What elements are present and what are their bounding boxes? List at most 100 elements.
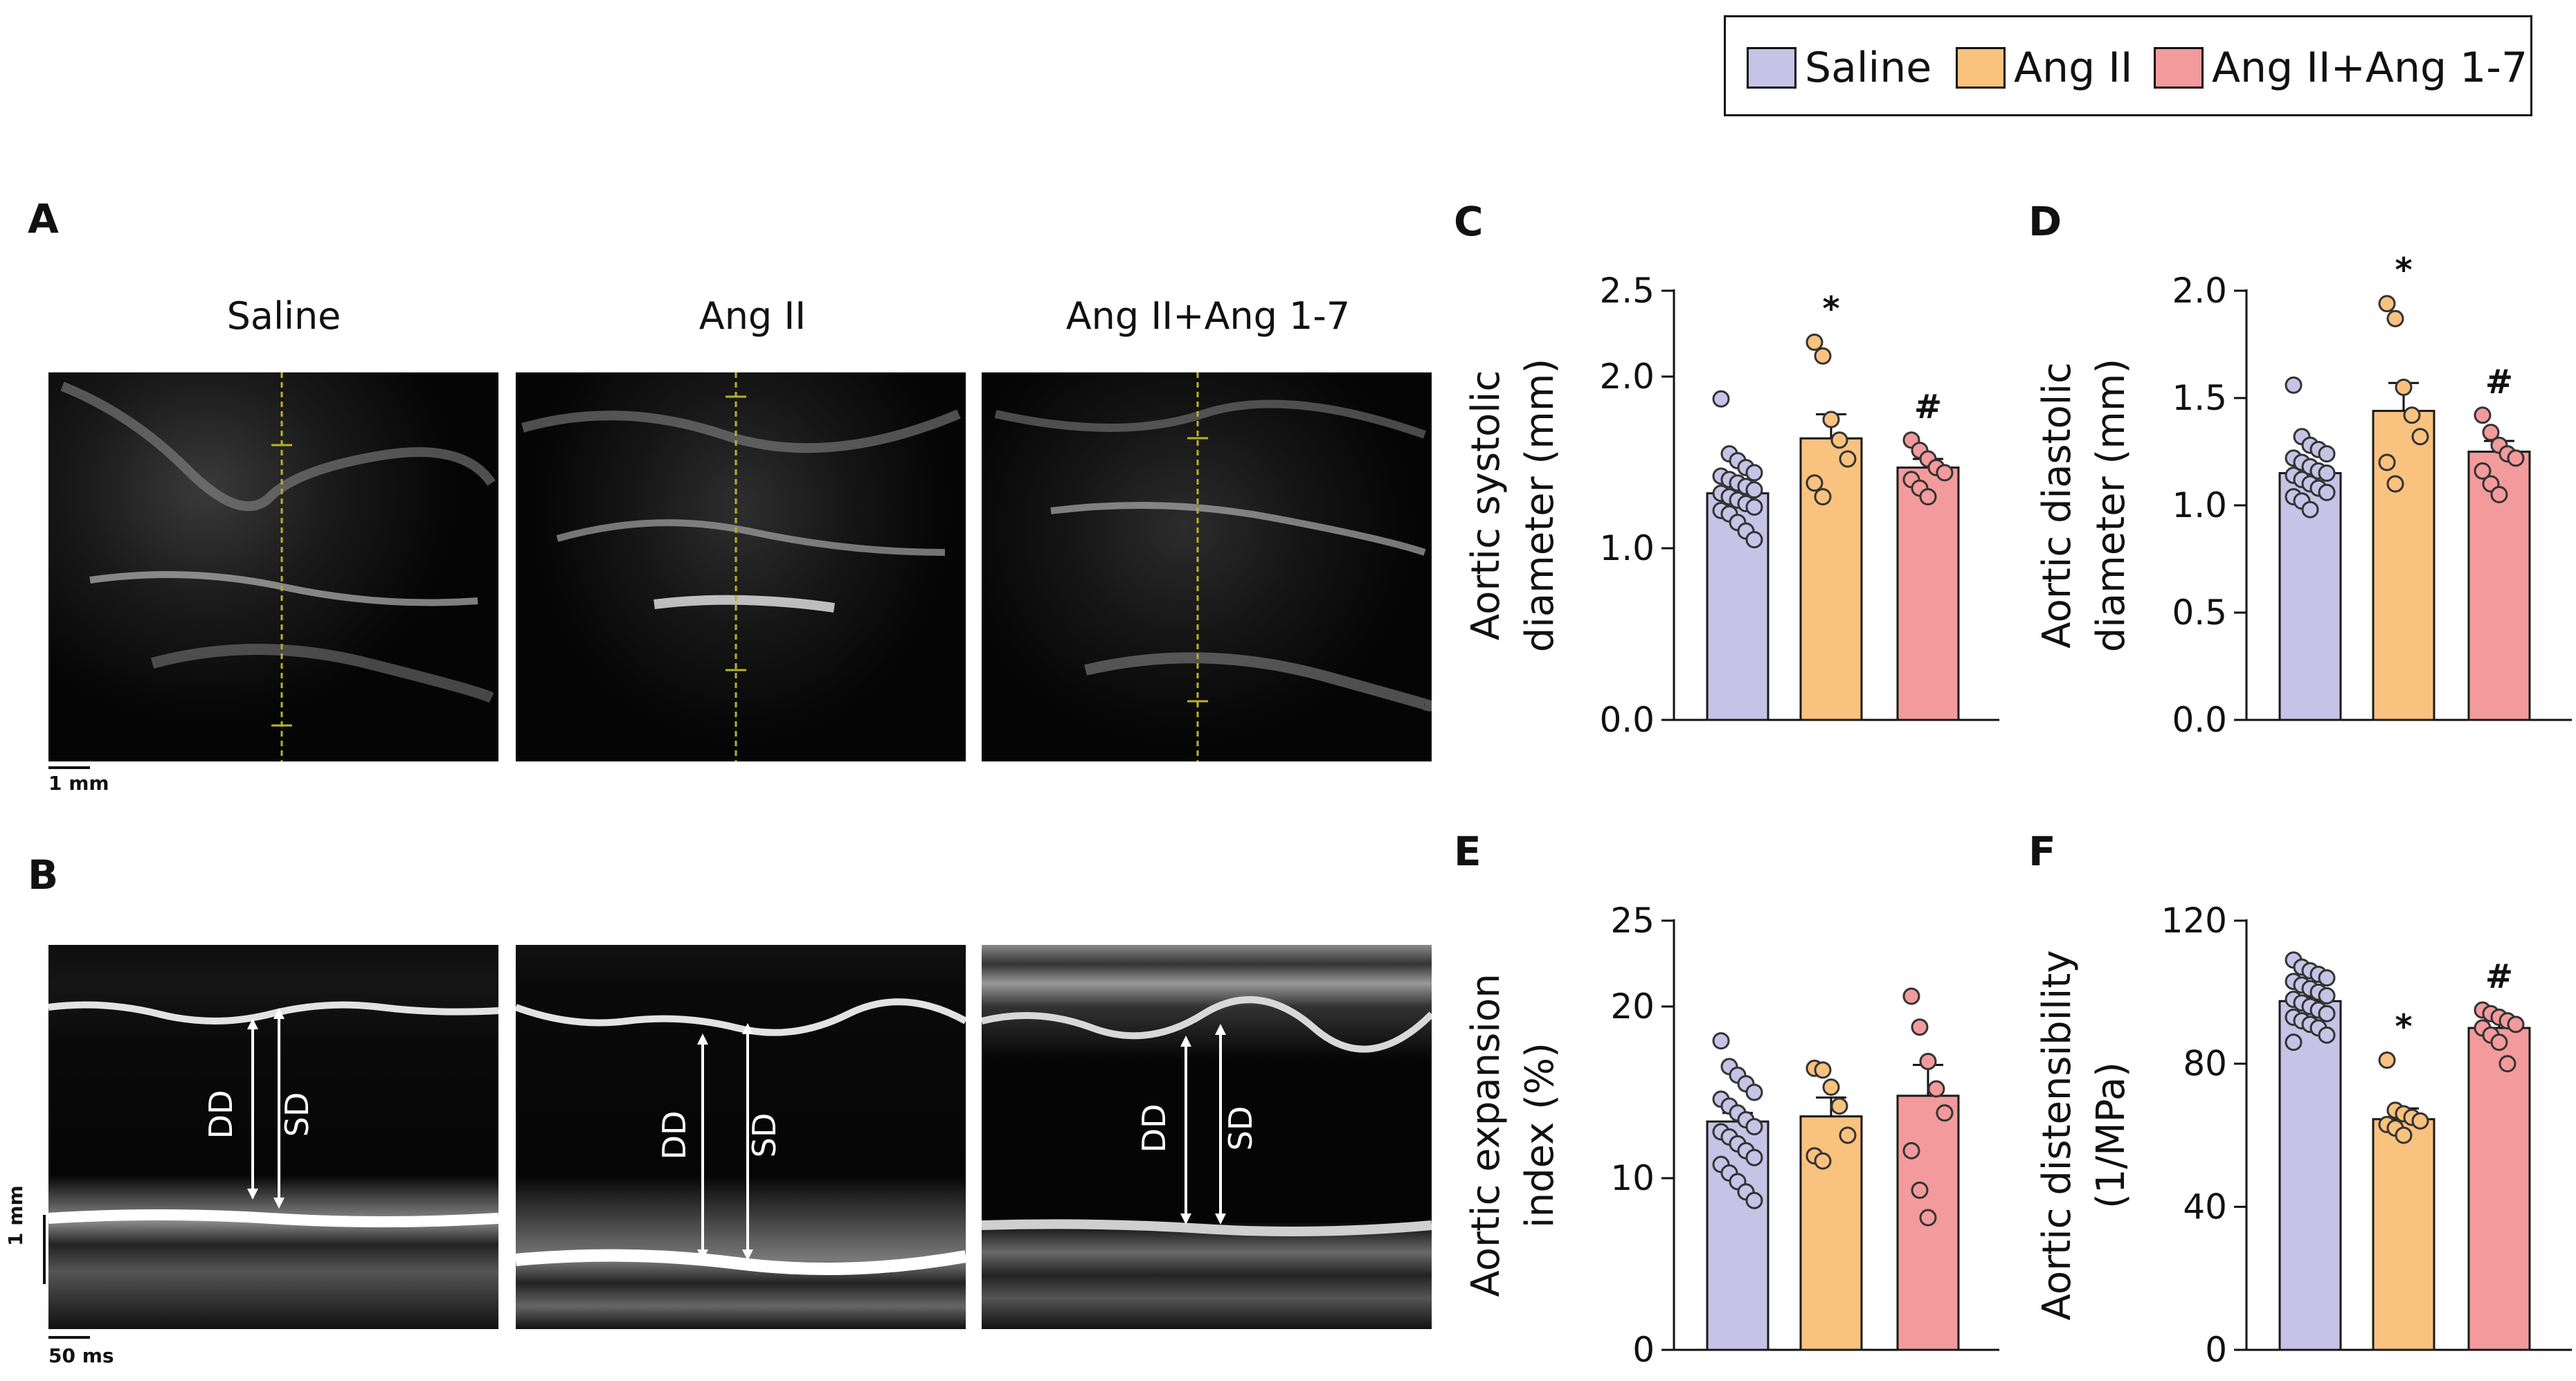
data-point-e-ang-ii-ang17-0 xyxy=(1902,987,1920,1005)
ultrasound-overlay-ang-ii xyxy=(521,372,961,761)
mmode-image-saline: DD SD xyxy=(48,945,498,1329)
y-tick-label-e-3: 25 xyxy=(1610,901,1655,941)
scale-label-b-horizontal: 50 ms xyxy=(48,1344,114,1367)
data-point-e-ang-ii-1 xyxy=(1814,1061,1832,1079)
mmode-saline-dd-label: DD xyxy=(202,1090,240,1139)
mmode-overlay-ang-ii-ang17: DD SD xyxy=(982,996,1432,1236)
data-point-f-saline-4 xyxy=(2318,969,2336,987)
legend-item-ang-ii: Ang II xyxy=(1956,44,2133,92)
ultrasound-image-ang-ii-ang17 xyxy=(982,372,1432,761)
y-tick-label-d-4: 2.0 xyxy=(2172,271,2227,311)
data-point-d-ang-ii-4 xyxy=(2411,428,2429,446)
data-point-e-ang-ii-ang17-6 xyxy=(1911,1181,1929,1199)
ultrasound-overlay-saline xyxy=(60,372,496,761)
data-point-d-ang-ii-6 xyxy=(2386,475,2404,493)
data-point-d-ang-ii-5 xyxy=(2378,453,2396,471)
y-tick-label-e-2: 20 xyxy=(1610,986,1655,1027)
scale-label-a: 1 mm xyxy=(48,772,109,795)
data-point-d-ang-ii-ang17-0 xyxy=(2474,406,2492,424)
data-point-d-ang-ii-ang17-4 xyxy=(2507,449,2525,467)
panel-a-title-saline: Saline xyxy=(226,294,341,338)
y-tick-label-e-0: 0 xyxy=(1632,1330,1655,1370)
data-point-c-ang-ii-6 xyxy=(1814,488,1832,506)
data-point-f-saline-9 xyxy=(2318,987,2336,1004)
data-point-e-ang-ii-ang17-5 xyxy=(1902,1141,1920,1159)
y-axis-label-d-line1: Aortic diastolic xyxy=(2035,362,2080,648)
data-point-e-saline-14 xyxy=(1745,1148,1763,1166)
data-point-c-ang-ii-1 xyxy=(1814,347,1832,365)
legend-item-ang-ii-ang17: Ang II+Ang 1-7 xyxy=(2154,44,2528,92)
panel-letter-b: B xyxy=(28,851,59,899)
y-axis-label-f-line2: (1/MPa) xyxy=(2089,1062,2134,1209)
data-point-f-saline-14 xyxy=(2318,1004,2336,1022)
y-tick-label-c-0: 0.0 xyxy=(1599,700,1655,740)
mmode-saline-sd-label: SD xyxy=(278,1092,316,1137)
data-point-e-ang-ii-ang17-7 xyxy=(1919,1209,1937,1227)
data-point-c-ang-ii-3 xyxy=(1830,431,1848,449)
bar-f-ang-ii-ang17 xyxy=(2467,1027,2531,1351)
data-point-c-ang-ii-0 xyxy=(1805,333,1823,351)
data-point-c-saline-4 xyxy=(1745,464,1763,482)
y-axis-label-e-line1: Aortic expansion xyxy=(1463,973,1508,1297)
scale-bar-b-vertical xyxy=(43,1215,46,1284)
legend: Saline Ang II Ang II+Ang 1-7 xyxy=(1724,15,2532,116)
legend-label-ang-ii-ang17: Ang II+Ang 1-7 xyxy=(2212,44,2528,92)
mmode-ang17-sd-label: SD xyxy=(1222,1106,1259,1151)
y-tick-label-c-2: 2.0 xyxy=(1599,356,1655,397)
y-axis-label-e-line2: index (%) xyxy=(1517,1042,1562,1228)
data-point-e-ang-ii-2 xyxy=(1822,1078,1840,1096)
mmode-overlay-ang-ii: DD SD xyxy=(516,998,966,1275)
data-point-d-ang-ii-1 xyxy=(2386,309,2404,327)
significance-c-ang-ii-ang17: # xyxy=(1914,388,1942,426)
data-point-c-ang-ii-2 xyxy=(1822,410,1840,428)
mmode-image-ang-ii: DD SD xyxy=(516,945,966,1329)
data-point-e-ang-ii-ang17-4 xyxy=(1936,1104,1954,1122)
y-tick-label-f-0: 0 xyxy=(2205,1330,2227,1370)
data-point-d-saline-0 xyxy=(2285,376,2303,394)
data-point-f-ang-ii-4 xyxy=(2411,1112,2429,1130)
panel-a-title-ang-ii-ang17: Ang II+Ang 1-7 xyxy=(1065,294,1351,338)
panel-a-title-ang-ii: Ang II xyxy=(699,294,807,338)
data-point-f-ang-ii-ang17-4 xyxy=(2507,1016,2525,1034)
panel-letter-a: A xyxy=(28,195,59,242)
data-point-f-ang-ii-ang17-7 xyxy=(2490,1034,2508,1051)
data-point-e-ang-ii-3 xyxy=(1830,1097,1848,1115)
data-point-d-ang-ii-ang17-1 xyxy=(2482,424,2500,442)
panel-letter-d: D xyxy=(2028,198,2062,245)
y-tick-label-e-1: 10 xyxy=(1610,1158,1655,1198)
data-point-d-ang-ii-3 xyxy=(2403,406,2421,424)
data-point-e-saline-9 xyxy=(1745,1118,1763,1136)
significance-f-ang-ii: * xyxy=(2395,1008,2412,1047)
y-tick-label-f-1: 40 xyxy=(2183,1186,2227,1227)
data-point-d-saline-4 xyxy=(2318,445,2336,463)
y-tick-label-d-0: 0.0 xyxy=(2172,700,2227,740)
data-point-c-ang-ii-ang17-7 xyxy=(1919,488,1937,506)
y-tick-label-d-1: 0.5 xyxy=(2172,593,2227,633)
mmode-ang17-dd-label: DD xyxy=(1135,1104,1173,1153)
data-point-d-saline-17 xyxy=(2301,500,2319,518)
mmode-ang-ii-dd-label: DD xyxy=(656,1111,693,1160)
data-point-e-saline-0 xyxy=(1712,1032,1730,1050)
significance-d-ang-ii: * xyxy=(2395,251,2412,290)
panel-letter-f: F xyxy=(2028,828,2056,875)
data-point-d-ang-ii-2 xyxy=(2395,379,2413,396)
data-point-d-ang-ii-ang17-5 xyxy=(2474,462,2492,480)
data-point-e-ang-ii-ang17-2 xyxy=(1919,1052,1937,1070)
y-axis-label-d-line2: diameter (mm) xyxy=(2089,359,2134,652)
y-tick-label-c-1: 1.0 xyxy=(1599,528,1655,568)
data-point-f-ang-ii-0 xyxy=(2378,1051,2396,1069)
data-point-d-ang-ii-0 xyxy=(2378,295,2396,313)
mmode-image-ang-ii-ang17: DD SD xyxy=(982,945,1432,1329)
data-point-f-saline-19 xyxy=(2318,1026,2336,1044)
mmode-overlay-saline: DD SD xyxy=(48,1001,498,1227)
y-tick-label-d-2: 1.0 xyxy=(2172,485,2227,525)
mmode-ang-ii-sd-label: SD xyxy=(746,1113,783,1158)
data-point-c-ang-ii-4 xyxy=(1839,450,1857,468)
significance-d-ang-ii-ang17: # xyxy=(2485,363,2513,401)
data-point-c-saline-0 xyxy=(1712,390,1730,408)
data-point-c-saline-9 xyxy=(1745,481,1763,499)
legend-label-ang-ii: Ang II xyxy=(2014,44,2133,92)
ultrasound-image-saline xyxy=(48,372,498,761)
legend-swatch-ang-ii xyxy=(1956,47,2006,89)
